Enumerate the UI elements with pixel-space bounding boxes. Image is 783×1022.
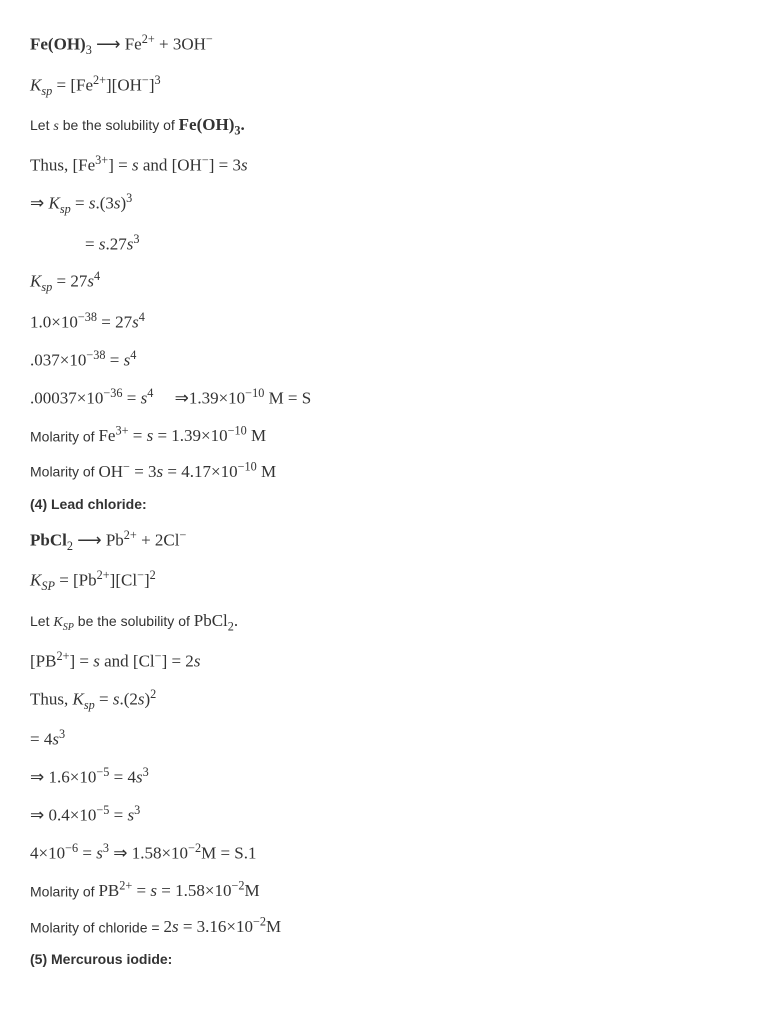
solve-step-3: .00037×10−36 = s4 ⇒1.39×10−10 M = S (30, 384, 753, 412)
section-4-heading: (4) Lead chloride: (30, 493, 753, 515)
solve-step-2: .037×10−38 = s4 (30, 346, 753, 374)
pb-solve-3: 4×10−6 = s3 ⇒ 1.58×10−2M = S.1 (30, 839, 753, 867)
molarity-fe3: Molarity of Fe3+ = s = 1.39×10−10 M (30, 422, 753, 450)
ksp-expansion-1: ⇒ Ksp = s.(3s)3 (30, 189, 753, 220)
pb-solve-1: ⇒ 1.6×10−5 = 4s3 (30, 763, 753, 791)
equation-feoh3-dissociation: Fe(OH)3 ⟶ Fe2+ + 3OH− (30, 30, 753, 61)
equation-ksp-feoh3: Ksp = [Fe2+][OH−]3 (30, 71, 753, 102)
molarity-oh: Molarity of OH− = 3s = 4.17×10−10 M (30, 457, 753, 485)
thus-fe-oh-concentrations: Thus, [Fe3+] = s and [OH−] = 3s (30, 151, 753, 179)
solve-step-1: 1.0×10−38 = 27s4 (30, 308, 753, 336)
thus-ksp-pb: Thus, Ksp = s.(2s)2 (30, 685, 753, 716)
molarity-pb2: Molarity of PB2+ = s = 1.58×10−2M (30, 877, 753, 905)
molarity-chloride: Molarity of chloride = 2s = 3.16×10−2M (30, 913, 753, 941)
section-5-heading: (5) Mercurous iodide: (30, 948, 753, 970)
equation-ksp-pbcl2: KSP = [Pb2+][Cl−]2 (30, 566, 753, 597)
let-ksp-solubility: Let KSP be the solubility of PbCl2. (30, 607, 753, 637)
let-s-solubility: Let s be the solubility of Fe(OH)3. (30, 111, 753, 141)
ksp-expansion-2: = s.27s3 (30, 230, 753, 258)
equation-pbcl2-dissociation: PbCl2 ⟶ Pb2+ + 2Cl− (30, 526, 753, 557)
ksp-27s4: Ksp = 27s4 (30, 267, 753, 298)
pb-cl-concentrations: [PB2+] = s and [Cl−] = 2s (30, 647, 753, 675)
pb-solve-2: ⇒ 0.4×10−5 = s3 (30, 801, 753, 829)
eq-4s3: = 4s3 (30, 725, 753, 753)
